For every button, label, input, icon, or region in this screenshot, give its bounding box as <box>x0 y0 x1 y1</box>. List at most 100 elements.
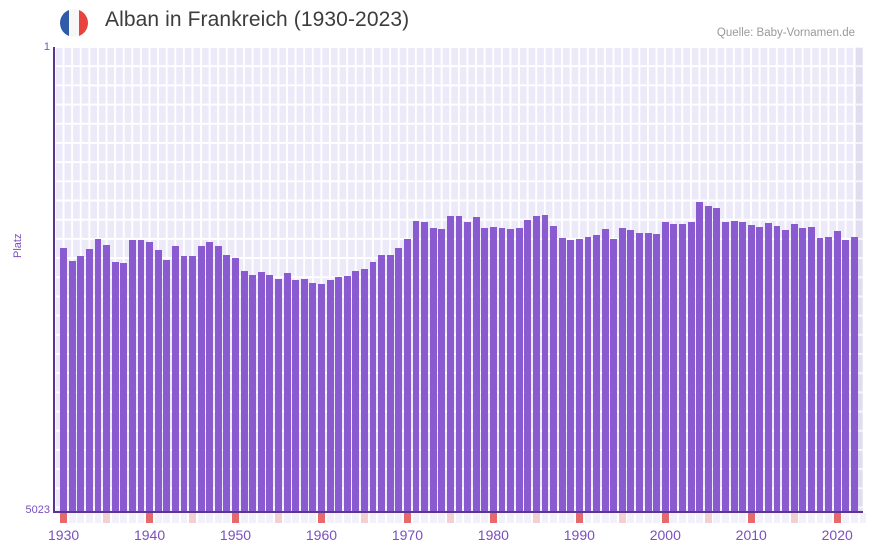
x-tick-minor <box>386 513 394 523</box>
bar <box>489 227 497 511</box>
x-axis-tick-label: 1960 <box>305 527 338 543</box>
x-tick-minor <box>111 513 119 523</box>
bar <box>85 249 93 511</box>
x-tick-minor <box>85 513 93 523</box>
x-tick-mid <box>532 513 540 523</box>
x-tick-minor <box>825 513 833 523</box>
x-tick-minor <box>180 513 188 523</box>
x-tick-minor <box>378 513 386 523</box>
bar <box>68 261 76 511</box>
x-tick-minor <box>713 513 721 523</box>
bar <box>567 240 575 511</box>
x-tick-major <box>575 513 583 523</box>
bar <box>292 280 300 511</box>
x-tick-minor <box>816 513 824 523</box>
x-tick-major <box>661 513 669 523</box>
bar <box>464 222 472 511</box>
x-axis-tick-label: 1990 <box>563 527 595 543</box>
bar <box>782 229 790 511</box>
x-tick-major <box>232 513 239 523</box>
bar <box>146 241 153 511</box>
x-tick-minor <box>197 513 205 523</box>
bar <box>550 226 557 511</box>
bar <box>189 256 196 511</box>
chart-header: Alban in Frankreich (1930-2023) Quelle: … <box>0 0 873 44</box>
bar <box>790 223 798 511</box>
x-tick-minor <box>756 513 764 523</box>
x-tick-minor <box>610 513 618 523</box>
x-tick-minor <box>335 513 343 523</box>
x-tick-minor <box>292 513 300 523</box>
bar <box>266 275 274 511</box>
bar <box>481 228 489 511</box>
bar <box>627 230 635 511</box>
bar <box>833 230 841 511</box>
bar <box>335 276 343 511</box>
bar <box>361 268 368 511</box>
x-tick-major <box>489 513 497 523</box>
bar <box>739 222 747 511</box>
x-tick-minor <box>455 513 463 523</box>
x-tick-minor <box>739 513 747 523</box>
bar <box>94 238 102 511</box>
bar <box>825 237 833 511</box>
x-tick-minor <box>653 513 661 523</box>
x-tick-minor <box>859 513 867 523</box>
x-tick-minor <box>567 513 575 523</box>
bar <box>171 245 179 511</box>
x-tick-mid <box>189 513 196 523</box>
bar <box>842 240 850 511</box>
bar <box>154 249 162 511</box>
source-attribution: Quelle: Baby-Vornamen.de <box>716 27 855 39</box>
x-axis-tick-label: 1970 <box>391 527 423 543</box>
bar <box>816 238 824 511</box>
bar <box>386 255 394 511</box>
bar <box>103 244 110 511</box>
bar <box>653 234 661 511</box>
bar <box>326 279 334 511</box>
x-tick-minor <box>524 513 532 523</box>
x-tick-minor <box>206 513 214 523</box>
x-tick-minor <box>850 513 858 523</box>
x-axis-ticks <box>55 513 867 523</box>
bar <box>378 255 386 511</box>
x-tick-minor <box>77 513 85 523</box>
x-tick-minor <box>300 513 308 523</box>
x-tick-minor <box>154 513 162 523</box>
bar <box>232 257 239 511</box>
x-tick-mid <box>446 513 454 523</box>
x-tick-minor <box>464 513 472 523</box>
bar <box>120 262 128 511</box>
bar <box>644 232 652 511</box>
bar <box>446 216 454 511</box>
bar <box>610 239 618 511</box>
x-tick-minor <box>163 513 171 523</box>
x-tick-minor <box>799 513 807 523</box>
x-tick-minor <box>438 513 446 523</box>
bar <box>223 254 231 511</box>
y-axis-title: Platz <box>12 233 24 258</box>
bar <box>765 222 772 511</box>
x-tick-minor <box>773 513 781 523</box>
x-tick-major <box>146 513 153 523</box>
bar <box>661 222 669 511</box>
x-tick-minor <box>627 513 635 523</box>
bar <box>747 225 755 511</box>
x-tick-minor <box>687 513 695 523</box>
bar <box>455 215 463 511</box>
bar <box>756 227 764 511</box>
x-tick-minor <box>309 513 317 523</box>
x-tick-minor <box>249 513 257 523</box>
bar <box>541 214 549 511</box>
bar <box>593 234 600 511</box>
x-tick-mid <box>275 513 282 523</box>
x-axis-tick-label: 1940 <box>133 527 166 543</box>
x-tick-minor <box>679 513 686 523</box>
bar <box>403 239 411 511</box>
french-flag-icon <box>60 9 88 37</box>
x-tick-minor <box>412 513 420 523</box>
bar <box>670 223 678 511</box>
bar <box>773 225 781 511</box>
bar <box>137 240 145 511</box>
